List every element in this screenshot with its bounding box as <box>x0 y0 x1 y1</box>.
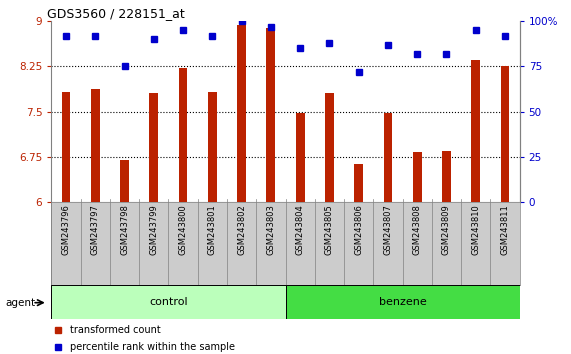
Text: transformed count: transformed count <box>70 325 161 335</box>
Text: GSM243809: GSM243809 <box>442 204 451 255</box>
Bar <box>354 164 363 202</box>
Bar <box>237 25 246 202</box>
Text: GSM243801: GSM243801 <box>208 204 217 255</box>
Text: agent: agent <box>6 298 36 308</box>
Text: percentile rank within the sample: percentile rank within the sample <box>70 342 235 352</box>
Bar <box>62 92 70 202</box>
Text: GSM243797: GSM243797 <box>91 204 100 255</box>
Bar <box>120 160 129 202</box>
Text: GSM243804: GSM243804 <box>296 204 305 255</box>
Bar <box>384 113 392 202</box>
Bar <box>179 68 187 202</box>
Bar <box>51 285 286 319</box>
Text: GSM243796: GSM243796 <box>62 204 71 255</box>
Text: GSM243811: GSM243811 <box>500 204 509 255</box>
Text: GSM243803: GSM243803 <box>266 204 275 255</box>
Bar <box>286 285 520 319</box>
Text: GSM243808: GSM243808 <box>413 204 422 255</box>
Text: control: control <box>149 297 188 307</box>
Text: GSM243806: GSM243806 <box>354 204 363 255</box>
Text: GSM243805: GSM243805 <box>325 204 334 255</box>
Text: GSM243807: GSM243807 <box>383 204 392 255</box>
Bar <box>91 89 100 202</box>
Bar <box>325 93 334 202</box>
Text: GSM243798: GSM243798 <box>120 204 129 255</box>
Text: GDS3560 / 228151_at: GDS3560 / 228151_at <box>47 7 184 20</box>
Bar <box>442 151 451 202</box>
Text: GSM243799: GSM243799 <box>149 204 158 255</box>
Bar <box>150 93 158 202</box>
Bar <box>471 61 480 202</box>
Bar <box>413 152 421 202</box>
Text: benzene: benzene <box>379 297 427 307</box>
Text: GSM243802: GSM243802 <box>237 204 246 255</box>
Bar <box>296 113 304 202</box>
Bar <box>267 28 275 202</box>
Text: GSM243810: GSM243810 <box>471 204 480 255</box>
Bar <box>208 92 217 202</box>
Text: GSM243800: GSM243800 <box>179 204 188 255</box>
Bar <box>501 67 509 202</box>
